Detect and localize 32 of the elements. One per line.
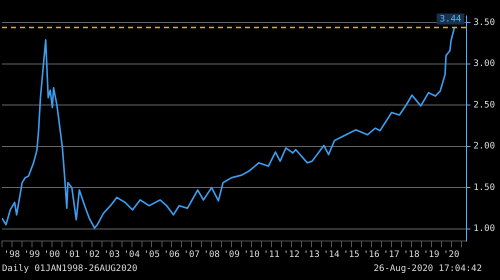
x-tick-label: '98 (4, 250, 20, 260)
y-tick-label: 2.50 (473, 100, 496, 110)
x-tick-label: '16 (363, 250, 380, 260)
text: 26-Aug-2020 17:04:42 (374, 264, 482, 274)
x-tick-label: '13 (303, 250, 320, 260)
y-tick-label: 1.00 (473, 224, 496, 234)
x-tick-label: '17 (383, 250, 400, 260)
x-tick-label: '18 (403, 250, 420, 260)
y-tick-label: 1.50 (473, 182, 496, 193)
x-tick-label: '00 (44, 250, 60, 260)
x-tick-label: '05 (144, 250, 160, 260)
x-tick-label: '10 (243, 250, 260, 260)
x-tick-label: '12 (283, 250, 300, 260)
y-tick-label: 3.00 (473, 59, 496, 70)
x-tick-label: '06 (164, 250, 180, 260)
x-tick-label: '99 (24, 250, 40, 260)
x-tick-label: '07 (184, 250, 200, 260)
y-tick-label: 3.50 (473, 18, 496, 28)
x-tick-label: '11 (263, 250, 280, 260)
x-tick-label: '09 (223, 250, 240, 260)
x-tick-label: '08 (204, 250, 220, 260)
x-tick-label: '20 (443, 250, 460, 260)
x-tick-label: '04 (124, 250, 140, 260)
text: Daily 01JAN1998-26AUG2020 (2, 264, 138, 274)
x-tick-label: '02 (84, 250, 100, 260)
x-tick-label: '15 (343, 250, 360, 260)
y-tick-label: 2.00 (473, 142, 496, 152)
x-tick-label: '01 (64, 250, 80, 260)
ref-line-label: 3.44 (440, 14, 462, 24)
x-tick-label: '19 (423, 250, 440, 260)
x-tick-label: '03 (104, 250, 120, 260)
x-tick-label: '14 (323, 250, 340, 260)
